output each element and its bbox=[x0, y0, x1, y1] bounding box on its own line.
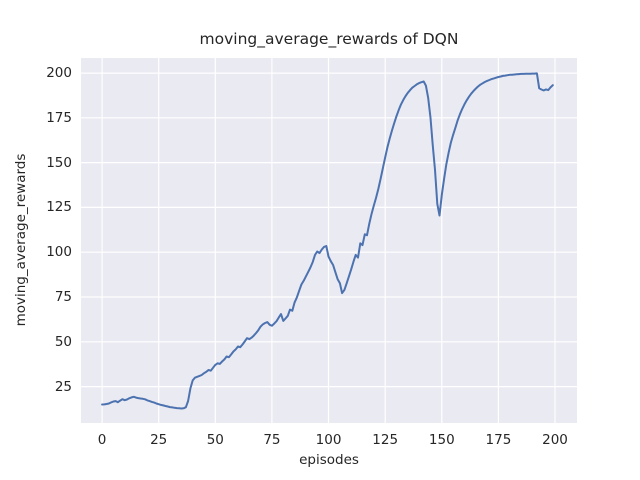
x-tick-label: 200 bbox=[542, 432, 568, 448]
x-tick-label: 125 bbox=[372, 432, 399, 448]
x-tick-label: 25 bbox=[150, 432, 168, 448]
x-tick-label: 100 bbox=[315, 432, 342, 448]
y-tick-label: 150 bbox=[46, 154, 72, 171]
y-axis-label: moving_average_rewards bbox=[13, 153, 29, 327]
chart-title: moving_average_rewards of DQN bbox=[199, 30, 459, 48]
x-tick-label: 150 bbox=[428, 432, 455, 448]
y-tick-label: 200 bbox=[46, 65, 72, 82]
y-tick-label: 75 bbox=[54, 289, 72, 306]
y-tick-label: 125 bbox=[46, 199, 72, 216]
x-tick-label: 0 bbox=[97, 432, 107, 448]
y-tick-label: 50 bbox=[54, 333, 72, 350]
x-tick-label: 175 bbox=[485, 432, 512, 448]
x-tick-label: 75 bbox=[263, 432, 281, 448]
x-tick-label: 50 bbox=[206, 432, 224, 448]
reward-line bbox=[101, 72, 554, 410]
y-tick-label: 100 bbox=[46, 244, 72, 261]
y-tick-label: 175 bbox=[46, 109, 72, 126]
y-tick-label: 25 bbox=[54, 378, 72, 395]
plot-area bbox=[81, 58, 577, 423]
x-axis-label: episodes bbox=[299, 452, 359, 468]
line-chart bbox=[81, 58, 577, 423]
